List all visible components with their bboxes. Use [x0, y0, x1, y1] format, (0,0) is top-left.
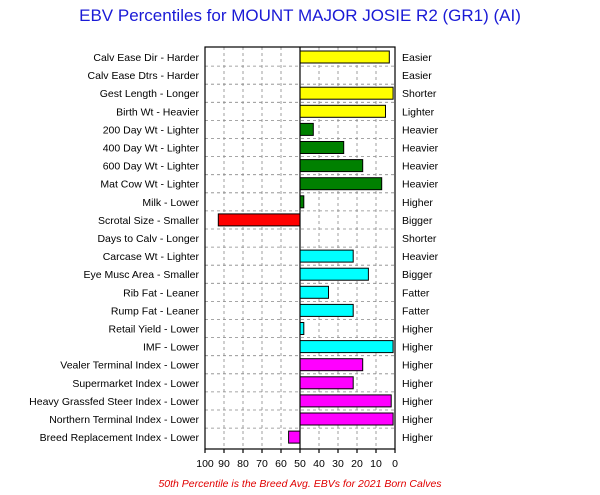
trait-label: 200 Day Wt - Lighter [103, 124, 200, 136]
trait-label: Rump Fat - Leaner [111, 305, 200, 317]
bar-8 [299, 177, 383, 191]
tick-label-20: 20 [351, 458, 363, 470]
trait-label: Vealer Terminal Index - Lower [60, 360, 199, 372]
direction-label: Heavier [402, 251, 439, 263]
direction-label: Bigger [402, 215, 433, 227]
bar-13 [299, 267, 369, 281]
trait-label: Eye Musc Area - Smaller [83, 269, 199, 281]
tick-label-10: 10 [370, 458, 382, 470]
bar-14 [299, 285, 329, 299]
direction-label: Heavier [402, 179, 439, 191]
bar-20 [299, 394, 392, 408]
direction-label: Higher [402, 360, 433, 372]
tick-label-100: 100 [196, 458, 214, 470]
direction-label: Fatter [402, 287, 430, 299]
footnote: 50th Percentile is the Breed Avg. EBVs f… [158, 478, 442, 490]
direction-label: Higher [402, 197, 433, 209]
bar-7 [299, 159, 364, 173]
tick-label-0: 0 [392, 458, 398, 470]
direction-label: Fatter [402, 305, 430, 317]
trait-label: Carcase Wt - Lighter [103, 251, 200, 263]
direction-label: Bigger [402, 269, 433, 281]
direction-label: Higher [402, 414, 433, 426]
direction-label: Easier [402, 52, 432, 64]
trait-label: Mat Cow Wt - Lighter [100, 179, 199, 191]
tick-label-60: 60 [275, 458, 287, 470]
bar-18 [299, 358, 364, 372]
bars [217, 50, 394, 444]
direction-label: Heavier [402, 161, 439, 173]
trait-label: Calv Ease Dir - Harder [93, 52, 199, 64]
bar-4 [299, 104, 386, 118]
bar-3 [299, 86, 394, 100]
bar-19 [299, 376, 354, 390]
bar-6 [299, 141, 345, 154]
bar-17 [299, 340, 394, 354]
direction-label: Heavier [402, 124, 439, 136]
chart-title: EBV Percentiles for MOUNT MAJOR JOSIE R2… [79, 6, 521, 25]
tick-label-50: 50 [294, 458, 306, 470]
direction-label: Shorter [402, 233, 437, 245]
trait-label: 400 Day Wt - Lighter [103, 143, 200, 155]
tick-label-70: 70 [256, 458, 268, 470]
bar-22 [288, 430, 301, 444]
trait-label: Days to Calv - Longer [97, 233, 199, 245]
direction-label: Easier [402, 70, 432, 82]
x-axis-ticks: 100 90 80 70 60 50 40 30 20 10 0 [196, 449, 398, 470]
trait-label: 600 Day Wt - Lighter [103, 161, 200, 173]
trait-label: Northern Terminal Index - Lower [49, 414, 199, 426]
direction-label: Higher [402, 342, 433, 354]
trait-label: Gest Length - Longer [100, 88, 200, 100]
trait-label: Heavy Grassfed Steer Index - Lower [29, 396, 199, 408]
trait-label: Calv Ease Dtrs - Harder [88, 70, 200, 82]
trait-label: IMF - Lower [143, 342, 200, 354]
bar-10 [217, 213, 301, 227]
trait-label: Birth Wt - Heavier [116, 106, 199, 118]
trait-label: Supermarket Index - Lower [72, 378, 199, 390]
bar-12 [299, 249, 354, 263]
bar-21 [299, 412, 394, 426]
left-trait-labels: Calv Ease Dir - Harder Calv Ease Dtrs - H… [29, 52, 199, 444]
direction-label: Shorter [402, 88, 437, 100]
bar-1 [299, 50, 390, 64]
tick-label-90: 90 [218, 458, 230, 470]
tick-label-40: 40 [313, 458, 325, 470]
trait-label: Scrotal Size - Smaller [98, 215, 199, 227]
tick-label-30: 30 [332, 458, 344, 470]
direction-label: Higher [402, 378, 433, 390]
bar-5 [299, 122, 314, 136]
direction-label: Higher [402, 432, 433, 444]
direction-label: Higher [402, 396, 433, 408]
trait-label: Breed Replacement Index - Lower [40, 432, 200, 444]
bar-15 [299, 303, 354, 317]
trait-label: Milk - Lower [142, 197, 199, 209]
direction-label: Higher [402, 324, 433, 336]
direction-label: Heavier [402, 143, 439, 155]
tick-label-80: 80 [237, 458, 249, 470]
trait-label: Rib Fat - Leaner [123, 287, 199, 299]
right-direction-labels: Easier Easier Shorter Lighter Heavier Heavier… [402, 52, 439, 444]
trait-label: Retail Yield - Lower [109, 324, 200, 336]
direction-label: Lighter [402, 106, 435, 118]
